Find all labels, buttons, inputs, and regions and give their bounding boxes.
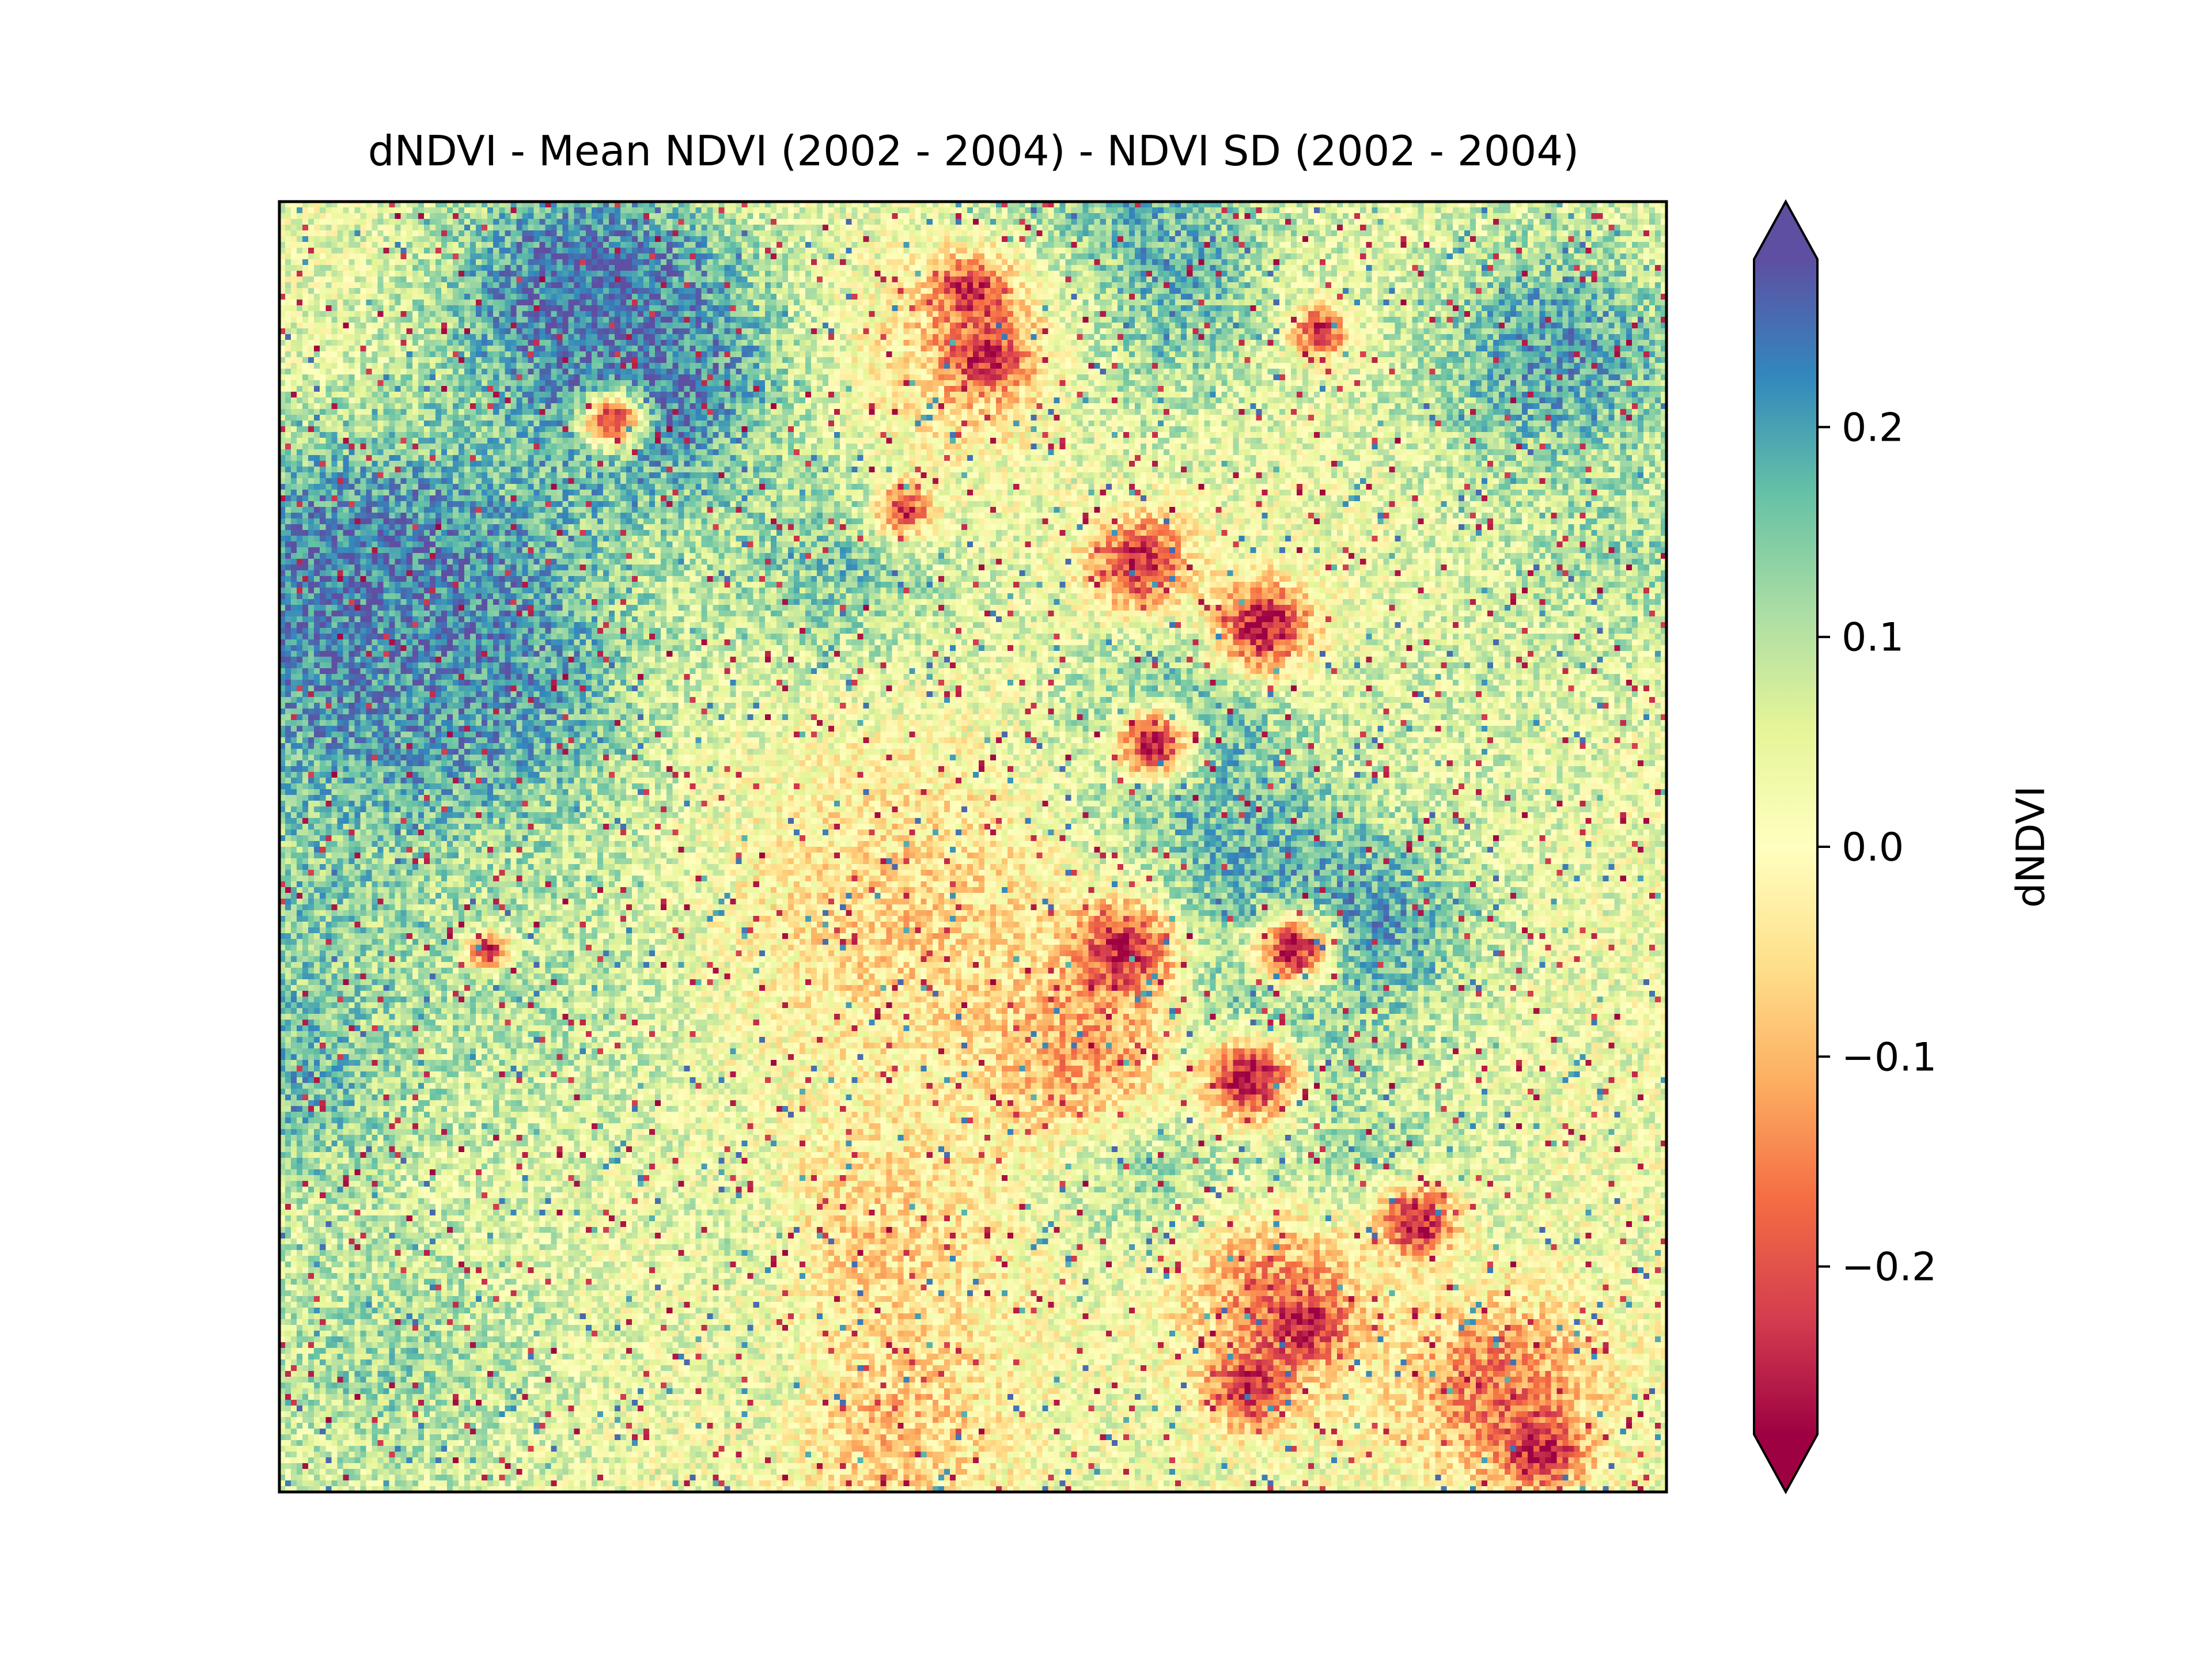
colorbar-ticks: 0.2 0.1 0.0 −0.1 −0.2 [1817,405,1937,1290]
colorbar: 0.2 0.1 0.0 −0.1 −0.2 dNDVI [1753,199,2054,1495]
colorbar-tick-label: 0.1 [1842,615,1904,661]
colorbar-tick-label: −0.2 [1842,1245,1937,1290]
chart-title: dNDVI - Mean NDVI (2002 - 2004) - NDVI S… [368,127,1580,175]
colorbar-tick-label: 0.0 [1842,825,1904,870]
colorbar-label: dNDVI [2009,786,2054,908]
heatmap-raster [279,202,1666,1492]
colorbar-outline [1753,199,1819,1495]
colorbar-extend-min [1754,1434,1817,1492]
colorbar-extend-max [1754,202,1817,259]
colorbar-tick-label: −0.1 [1842,1035,1937,1080]
colorbar-tick-label: 0.2 [1842,405,1904,450]
colorbar-body [1754,259,1817,1434]
